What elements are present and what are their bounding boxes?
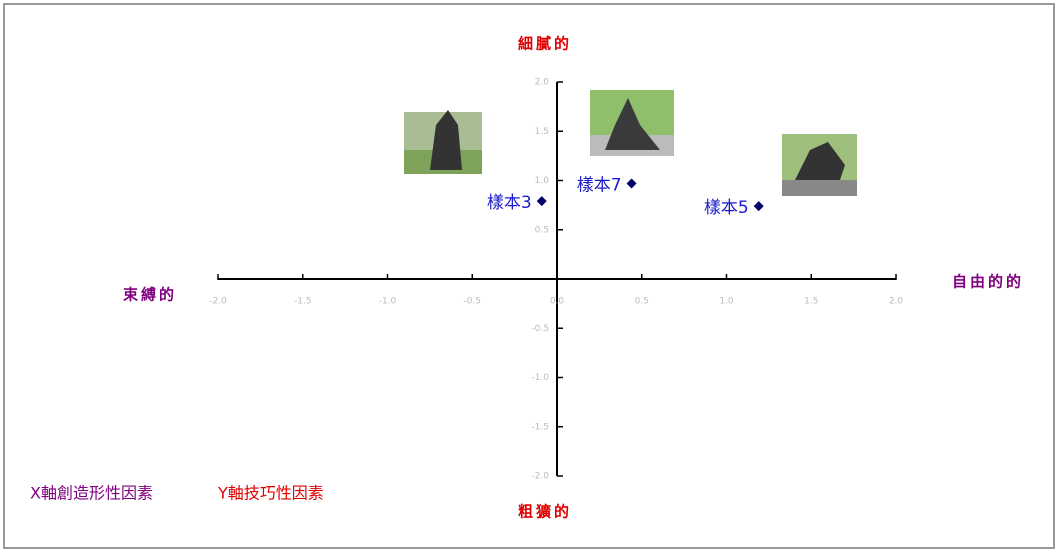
pole-label: 細膩的 (518, 35, 572, 53)
x-tick-label: 2.0 (889, 297, 904, 307)
photo (590, 90, 674, 156)
point (753, 201, 764, 212)
y-tick-label: -2.0 (531, 472, 549, 482)
x-tick-label: 1.5 (804, 297, 818, 307)
pole-label: 束縛的 (123, 286, 177, 304)
y-tick-label: -1.0 (531, 373, 549, 383)
pole-label: 自由的的 (952, 273, 1024, 291)
point (536, 196, 547, 207)
legend-text: Y軸技巧性因素 (217, 484, 324, 503)
y-tick-label: -1.5 (531, 422, 549, 432)
point-label: 樣本7 (577, 175, 622, 195)
point-label: 樣本3 (487, 193, 532, 213)
point-label: 樣本5 (704, 198, 749, 218)
x-tick-label: -0.5 (463, 297, 481, 307)
photo (404, 110, 482, 174)
y-tick-label: 1.5 (535, 127, 549, 137)
x-tick-label: -2.0 (209, 297, 227, 307)
photo (782, 134, 857, 196)
y-tick-label: 2.0 (535, 78, 550, 88)
x-tick-label: -1.0 (379, 297, 397, 307)
legend-text: X軸創造形性因素 (30, 484, 153, 503)
y-tick-label: 1.0 (535, 176, 550, 186)
y-tick-label: 0.5 (535, 225, 549, 235)
x-tick-label: 0.0 (550, 297, 565, 307)
x-tick-label: 1.0 (719, 297, 734, 307)
pole-label: 粗獷的 (518, 503, 572, 521)
point (626, 178, 637, 189)
x-tick-label: -1.5 (294, 297, 312, 307)
frame (3, 3, 1055, 549)
x-tick-label: 0.5 (635, 297, 649, 307)
y-tick-label: -0.5 (531, 324, 549, 334)
